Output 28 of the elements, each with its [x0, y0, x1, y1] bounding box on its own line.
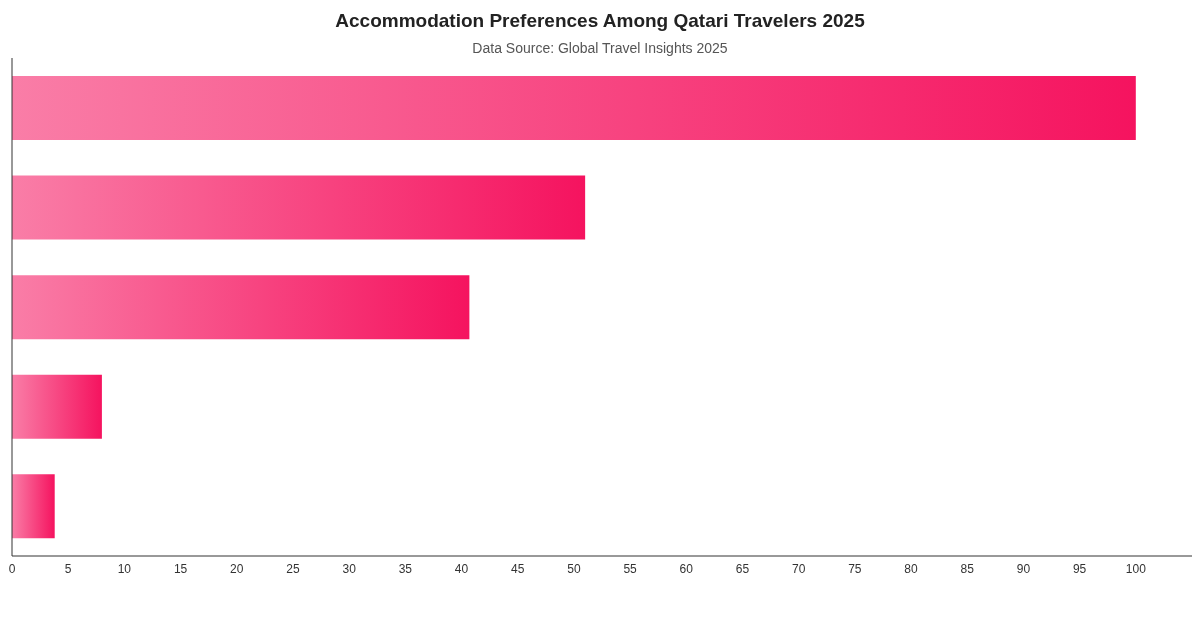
x-tick-label: 65: [735, 561, 750, 576]
x-tick-label: 30: [342, 561, 357, 576]
x-tick-label: 0: [8, 561, 16, 576]
bar: [12, 474, 55, 539]
x-tick-label: 25: [286, 561, 300, 576]
x-tick-label: 35: [398, 561, 413, 576]
bar: [12, 374, 102, 439]
x-tick-label: 15: [173, 561, 188, 576]
x-tick-label: 75: [848, 561, 862, 576]
x-tick-label: 40: [454, 561, 469, 576]
bar: [12, 175, 586, 240]
x-tick-label: 80: [904, 561, 919, 576]
bar: [12, 275, 470, 340]
x-tick-label: 90: [1016, 561, 1031, 576]
x-tick-label: 85: [960, 561, 975, 576]
bar: [12, 75, 1136, 140]
x-tick-label: 5: [64, 561, 72, 576]
x-tick-label: 55: [623, 561, 638, 576]
x-tick-label: 95: [1072, 561, 1087, 576]
x-tick-label: 70: [791, 561, 806, 576]
chart-title: Accommodation Preferences Among Qatari Travelers 2025: [334, 9, 866, 32]
x-tick-label: 20: [230, 561, 244, 576]
x-tick-label: 45: [511, 561, 525, 576]
x-tick-label: 60: [679, 561, 694, 576]
x-tick-label: 100: [1125, 561, 1147, 576]
x-tick-label: 10: [117, 561, 132, 576]
text: Data Source: Global Travel Insights 2025: [471, 40, 729, 56]
x-tick-label: 50: [567, 561, 581, 576]
